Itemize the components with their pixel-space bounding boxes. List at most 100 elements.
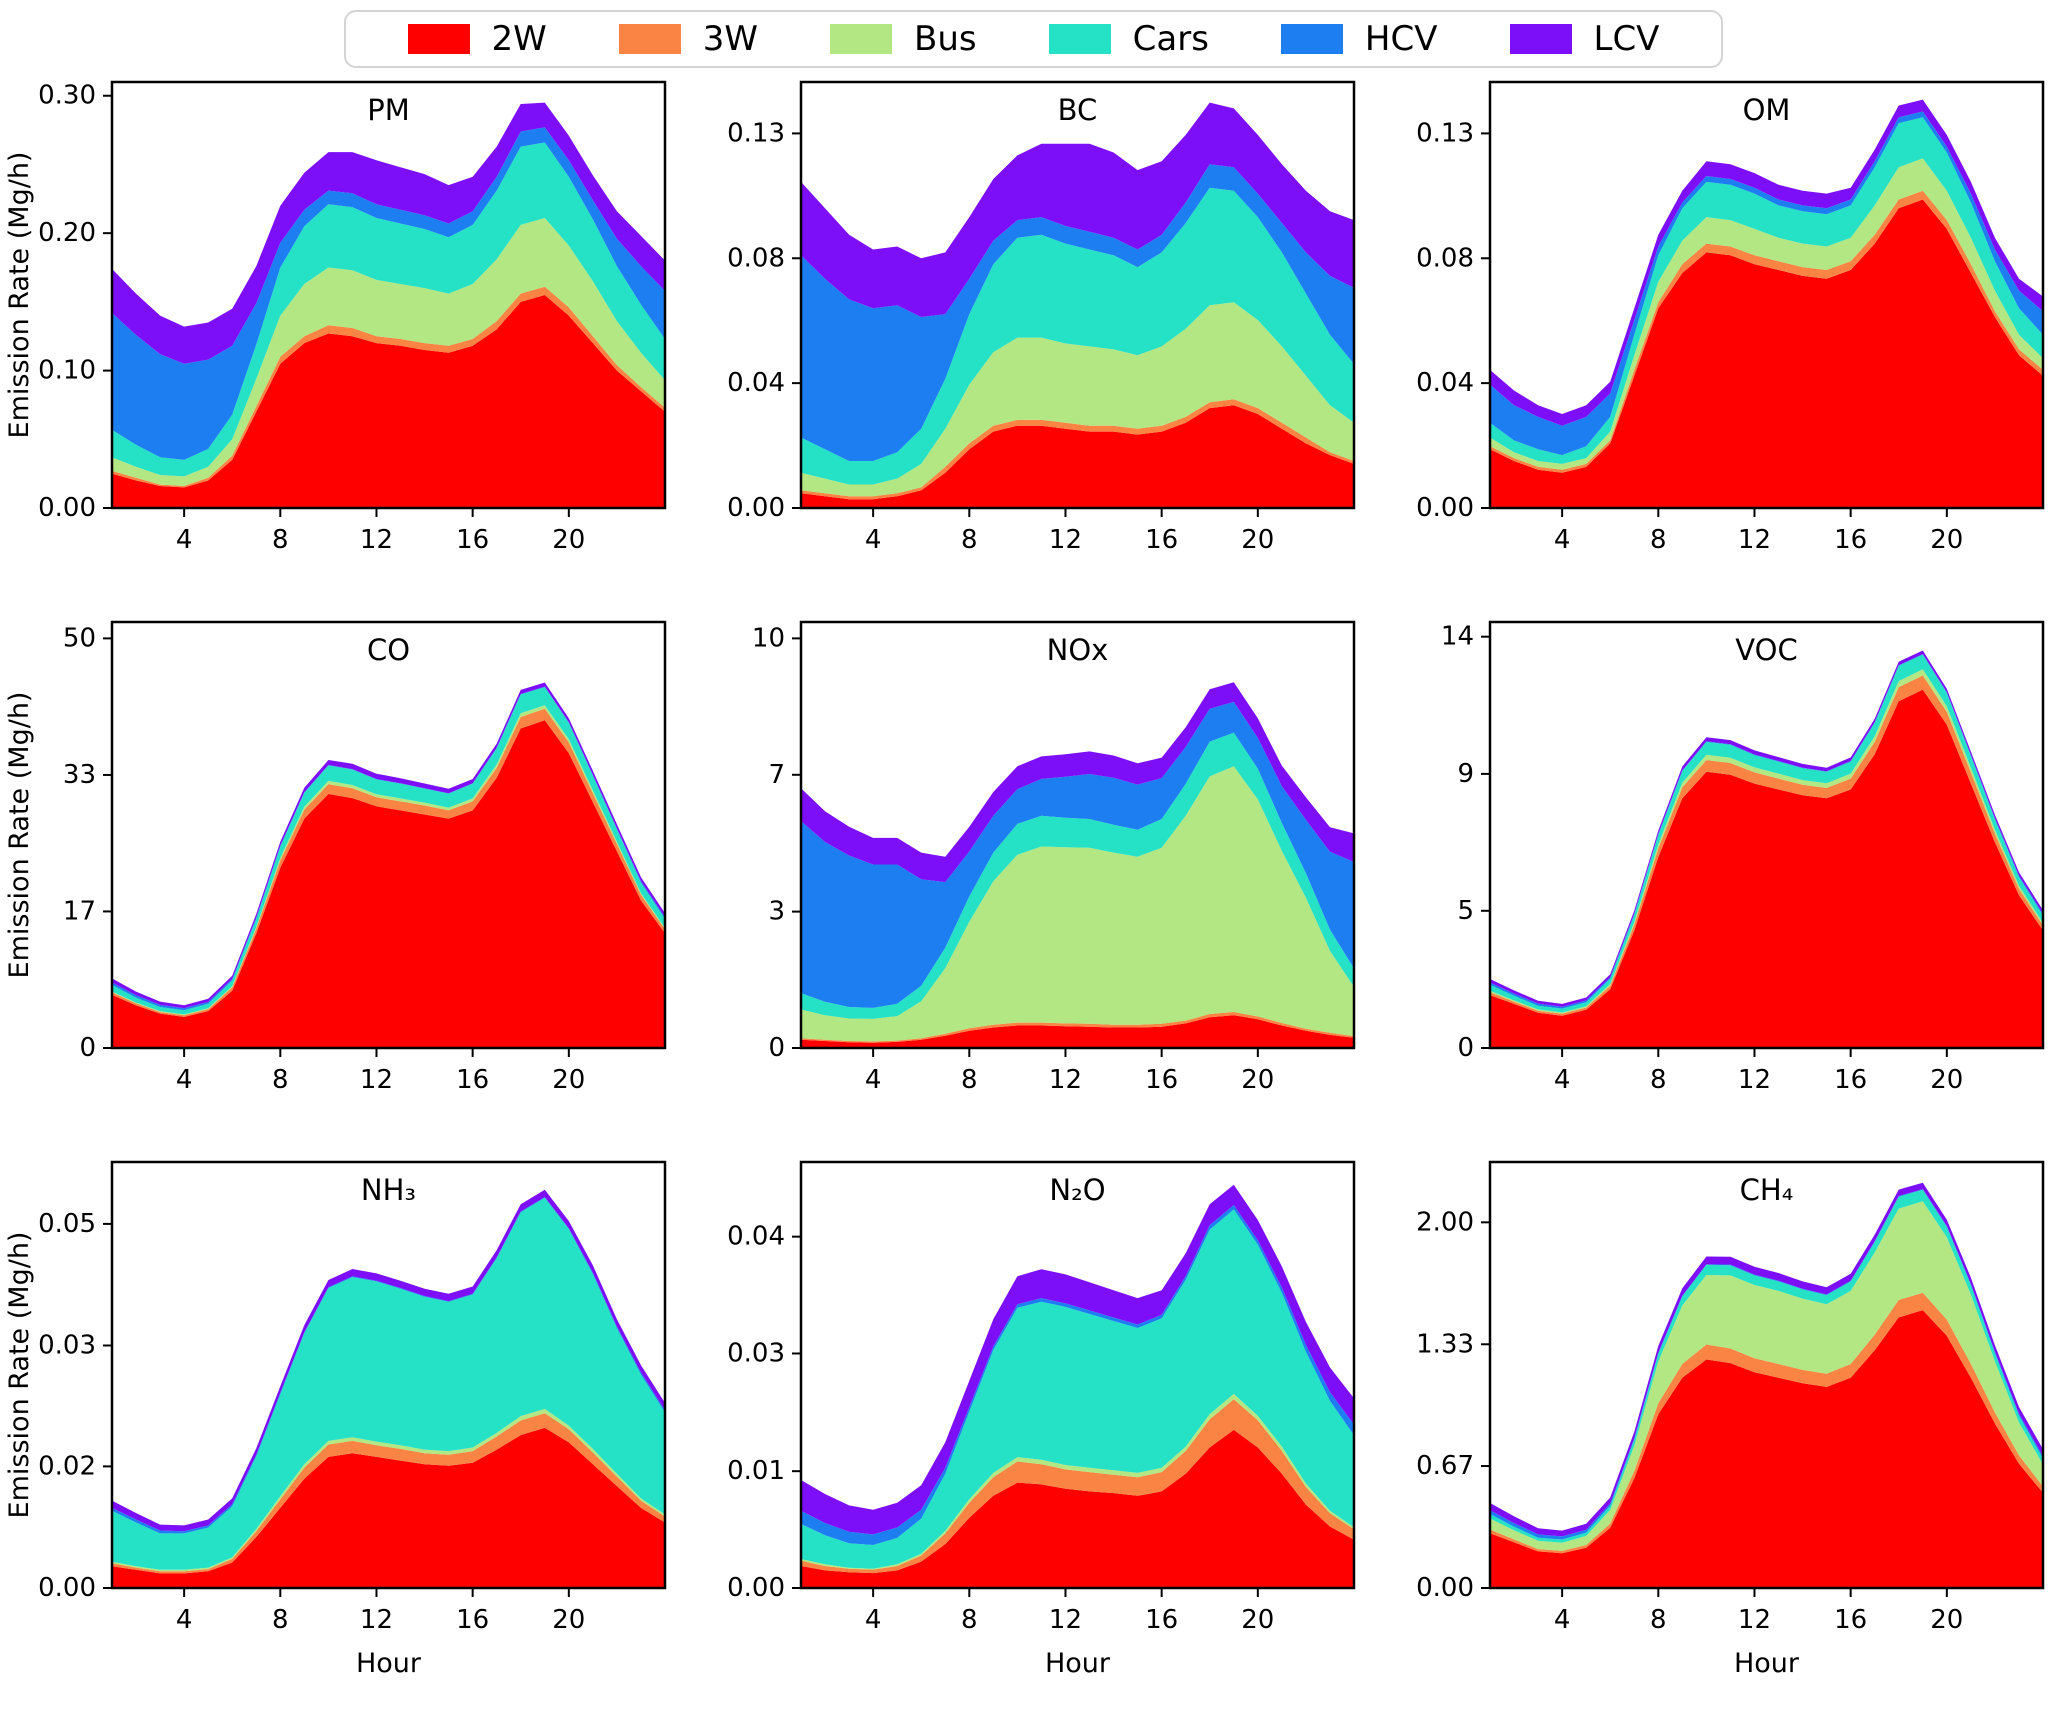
area-2w-ch4: [1490, 1310, 2043, 1588]
area-cars-n2o: [801, 1209, 1354, 1569]
y-tick-label-pm: 0.00: [38, 493, 96, 523]
y-tick-label-nox: 7: [768, 760, 785, 790]
x-tick-label-nox: 8: [961, 1065, 978, 1095]
plot-areas-om: [1490, 99, 2043, 508]
y-tick-label-om: 0.08: [1416, 243, 1474, 273]
plot-areas-nh3: [112, 1189, 665, 1588]
y-tick-label-ch4: 0.00: [1416, 1573, 1474, 1603]
plot-areas-nox: [801, 682, 1354, 1048]
legend: 2W 3W Bus Cars HCV LCV: [343, 10, 1724, 68]
area-hcv-bc: [801, 164, 1354, 462]
chart-title-nox: NOx: [1047, 633, 1109, 667]
y-axis-bc: 0.00 0.04 0.08 0.13: [727, 118, 801, 523]
area-2w-om: [1490, 199, 2043, 508]
y-tick-label-pm: 0.20: [38, 218, 96, 248]
x-tick-label-voc: 8: [1650, 1065, 1667, 1095]
legend-row: 2W 3W Bus Cars HCV LCV: [0, 0, 2067, 68]
y-tick-label-pm: 0.30: [38, 81, 96, 111]
chart-voc: 0 5 9 14 4 8 12 16 20 VOC: [1441, 620, 2045, 1095]
y-axis-ch4: 0.00 0.67 1.33 2.00: [1416, 1207, 1490, 1603]
chart-om: 0.00 0.04 0.08 0.13 4 8 12 16 20 OM: [1416, 80, 2045, 555]
y-tick-label-ch4: 0.67: [1416, 1451, 1474, 1481]
chart-title-ch4: CH₄: [1740, 1173, 1794, 1207]
y-axis-label-pm: Emission Rate (Mg/h): [4, 152, 35, 439]
charts-grid: 0.00 0.10 0.20 0.30 4 8 12 16 20 PM Emission Rate …: [0, 68, 2067, 1688]
legend-label-2w: 2W: [491, 19, 547, 59]
axes-frame-nh3: [110, 1160, 667, 1590]
y-tick-label-nox: 10: [752, 623, 785, 653]
chart-bc: 0.00 0.04 0.08 0.13 4 8 12 16 20 BC: [727, 80, 1356, 555]
x-tick-label-voc: 20: [1930, 1065, 1963, 1095]
y-axis-om: 0.00 0.04 0.08 0.13: [1416, 118, 1490, 523]
x-tick-label-bc: 16: [1145, 525, 1178, 555]
axes-frame-ch4: [1488, 1160, 2045, 1590]
legend-entry-lcv: LCV: [1509, 19, 1660, 59]
y-tick-label-co: 0: [79, 1033, 96, 1063]
x-tick-label-ch4: 16: [1834, 1605, 1867, 1635]
y-axis-pm: 0.00 0.10 0.20 0.30: [38, 81, 112, 523]
legend-label-lcv: LCV: [1593, 19, 1660, 59]
x-tick-label-bc: 12: [1049, 525, 1082, 555]
axes-frame-co: [110, 620, 667, 1050]
area-cars-nh3: [112, 1197, 665, 1570]
plot-areas-ch4: [1490, 1182, 2043, 1588]
y-tick-label-voc: 5: [1457, 896, 1474, 926]
plot-areas-n2o: [801, 1184, 1354, 1588]
y-tick-label-om: 0.13: [1416, 118, 1474, 148]
x-axis-ch4: 4 8 12 16 20: [1554, 1588, 1963, 1635]
legend-swatch-3w: [618, 24, 681, 54]
y-tick-label-co: 17: [63, 896, 96, 926]
x-tick-label-n2o: 8: [961, 1605, 978, 1635]
chart-title-voc: VOC: [1735, 633, 1797, 667]
x-tick-label-ch4: 20: [1930, 1605, 1963, 1635]
y-axis-voc: 0 5 9 14: [1441, 622, 1490, 1063]
y-axis-nox: 0 3 7 10: [752, 623, 801, 1063]
x-tick-label-nox: 4: [865, 1065, 882, 1095]
area-3w-bc: [801, 399, 1354, 500]
area-lcv-pm: [112, 102, 665, 364]
legend-entry-bus: Bus: [830, 22, 977, 56]
y-tick-label-nox: 0: [768, 1033, 785, 1063]
chart-cell-co: 0 17 33 50 4 8 12 16 20 CO Emission Rate (Mg/h): [0, 608, 689, 1148]
x-tick-label-bc: 8: [961, 525, 978, 555]
x-tick-label-om: 4: [1554, 525, 1571, 555]
chart-co: 0 17 33 50 4 8 12 16 20 CO Emission Rate (Mg/h): [4, 620, 667, 1095]
area-bus-pm: [112, 218, 665, 486]
x-tick-label-om: 12: [1738, 525, 1771, 555]
area-2w-n2o: [801, 1429, 1354, 1588]
x-tick-label-voc: 16: [1834, 1065, 1867, 1095]
y-tick-label-ch4: 2.00: [1416, 1207, 1474, 1237]
chart-cell-om: 0.00 0.04 0.08 0.13 4 8 12 16 20 OM: [1378, 68, 2067, 608]
y-tick-label-om: 0.04: [1416, 368, 1474, 398]
plot-areas-bc: [801, 102, 1354, 508]
area-lcv-bc: [801, 102, 1354, 317]
x-tick-label-pm: 8: [272, 525, 289, 555]
area-3w-ch4: [1490, 1292, 2043, 1554]
x-tick-label-nh3: 20: [552, 1605, 585, 1635]
chart-cell-nh3: 0.00 0.02 0.03 0.05 4 8 12 16 20 NH₃ Emission Rate…: [0, 1148, 689, 1688]
legend-entry-cars: Cars: [1048, 22, 1209, 56]
y-axis-nh3: 0.00 0.02 0.03 0.05: [38, 1209, 112, 1603]
area-hcv-pm: [112, 127, 665, 460]
chart-ch4: 0.00 0.67 1.33 2.00 4 8 12 16 20 CH₄ Hour: [1416, 1160, 2045, 1679]
area-2w-bc: [801, 405, 1354, 508]
y-tick-label-voc: 9: [1457, 759, 1474, 789]
x-tick-label-pm: 20: [552, 525, 585, 555]
area-cars-bc: [801, 187, 1354, 485]
x-tick-label-ch4: 8: [1650, 1605, 1667, 1635]
y-axis-label-nh3: Emission Rate (Mg/h): [4, 1232, 35, 1519]
x-tick-label-pm: 12: [360, 525, 393, 555]
legend-swatch-bus: [830, 24, 893, 54]
y-tick-label-bc: 0.08: [727, 243, 785, 273]
y-axis-n2o: 0.00 0.01 0.03 0.04: [727, 1222, 801, 1603]
axes-frame-voc: [1488, 620, 2045, 1050]
area-2w-voc: [1490, 689, 2043, 1048]
area-hcv-om: [1490, 111, 2043, 456]
y-tick-label-n2o: 0.04: [727, 1222, 785, 1252]
legend-label-3w: 3W: [702, 19, 759, 59]
x-tick-label-bc: 20: [1241, 525, 1274, 555]
x-tick-label-om: 16: [1834, 525, 1867, 555]
plot-areas-pm: [112, 102, 665, 508]
x-tick-label-nh3: 4: [176, 1605, 193, 1635]
y-tick-label-nox: 3: [768, 897, 785, 927]
